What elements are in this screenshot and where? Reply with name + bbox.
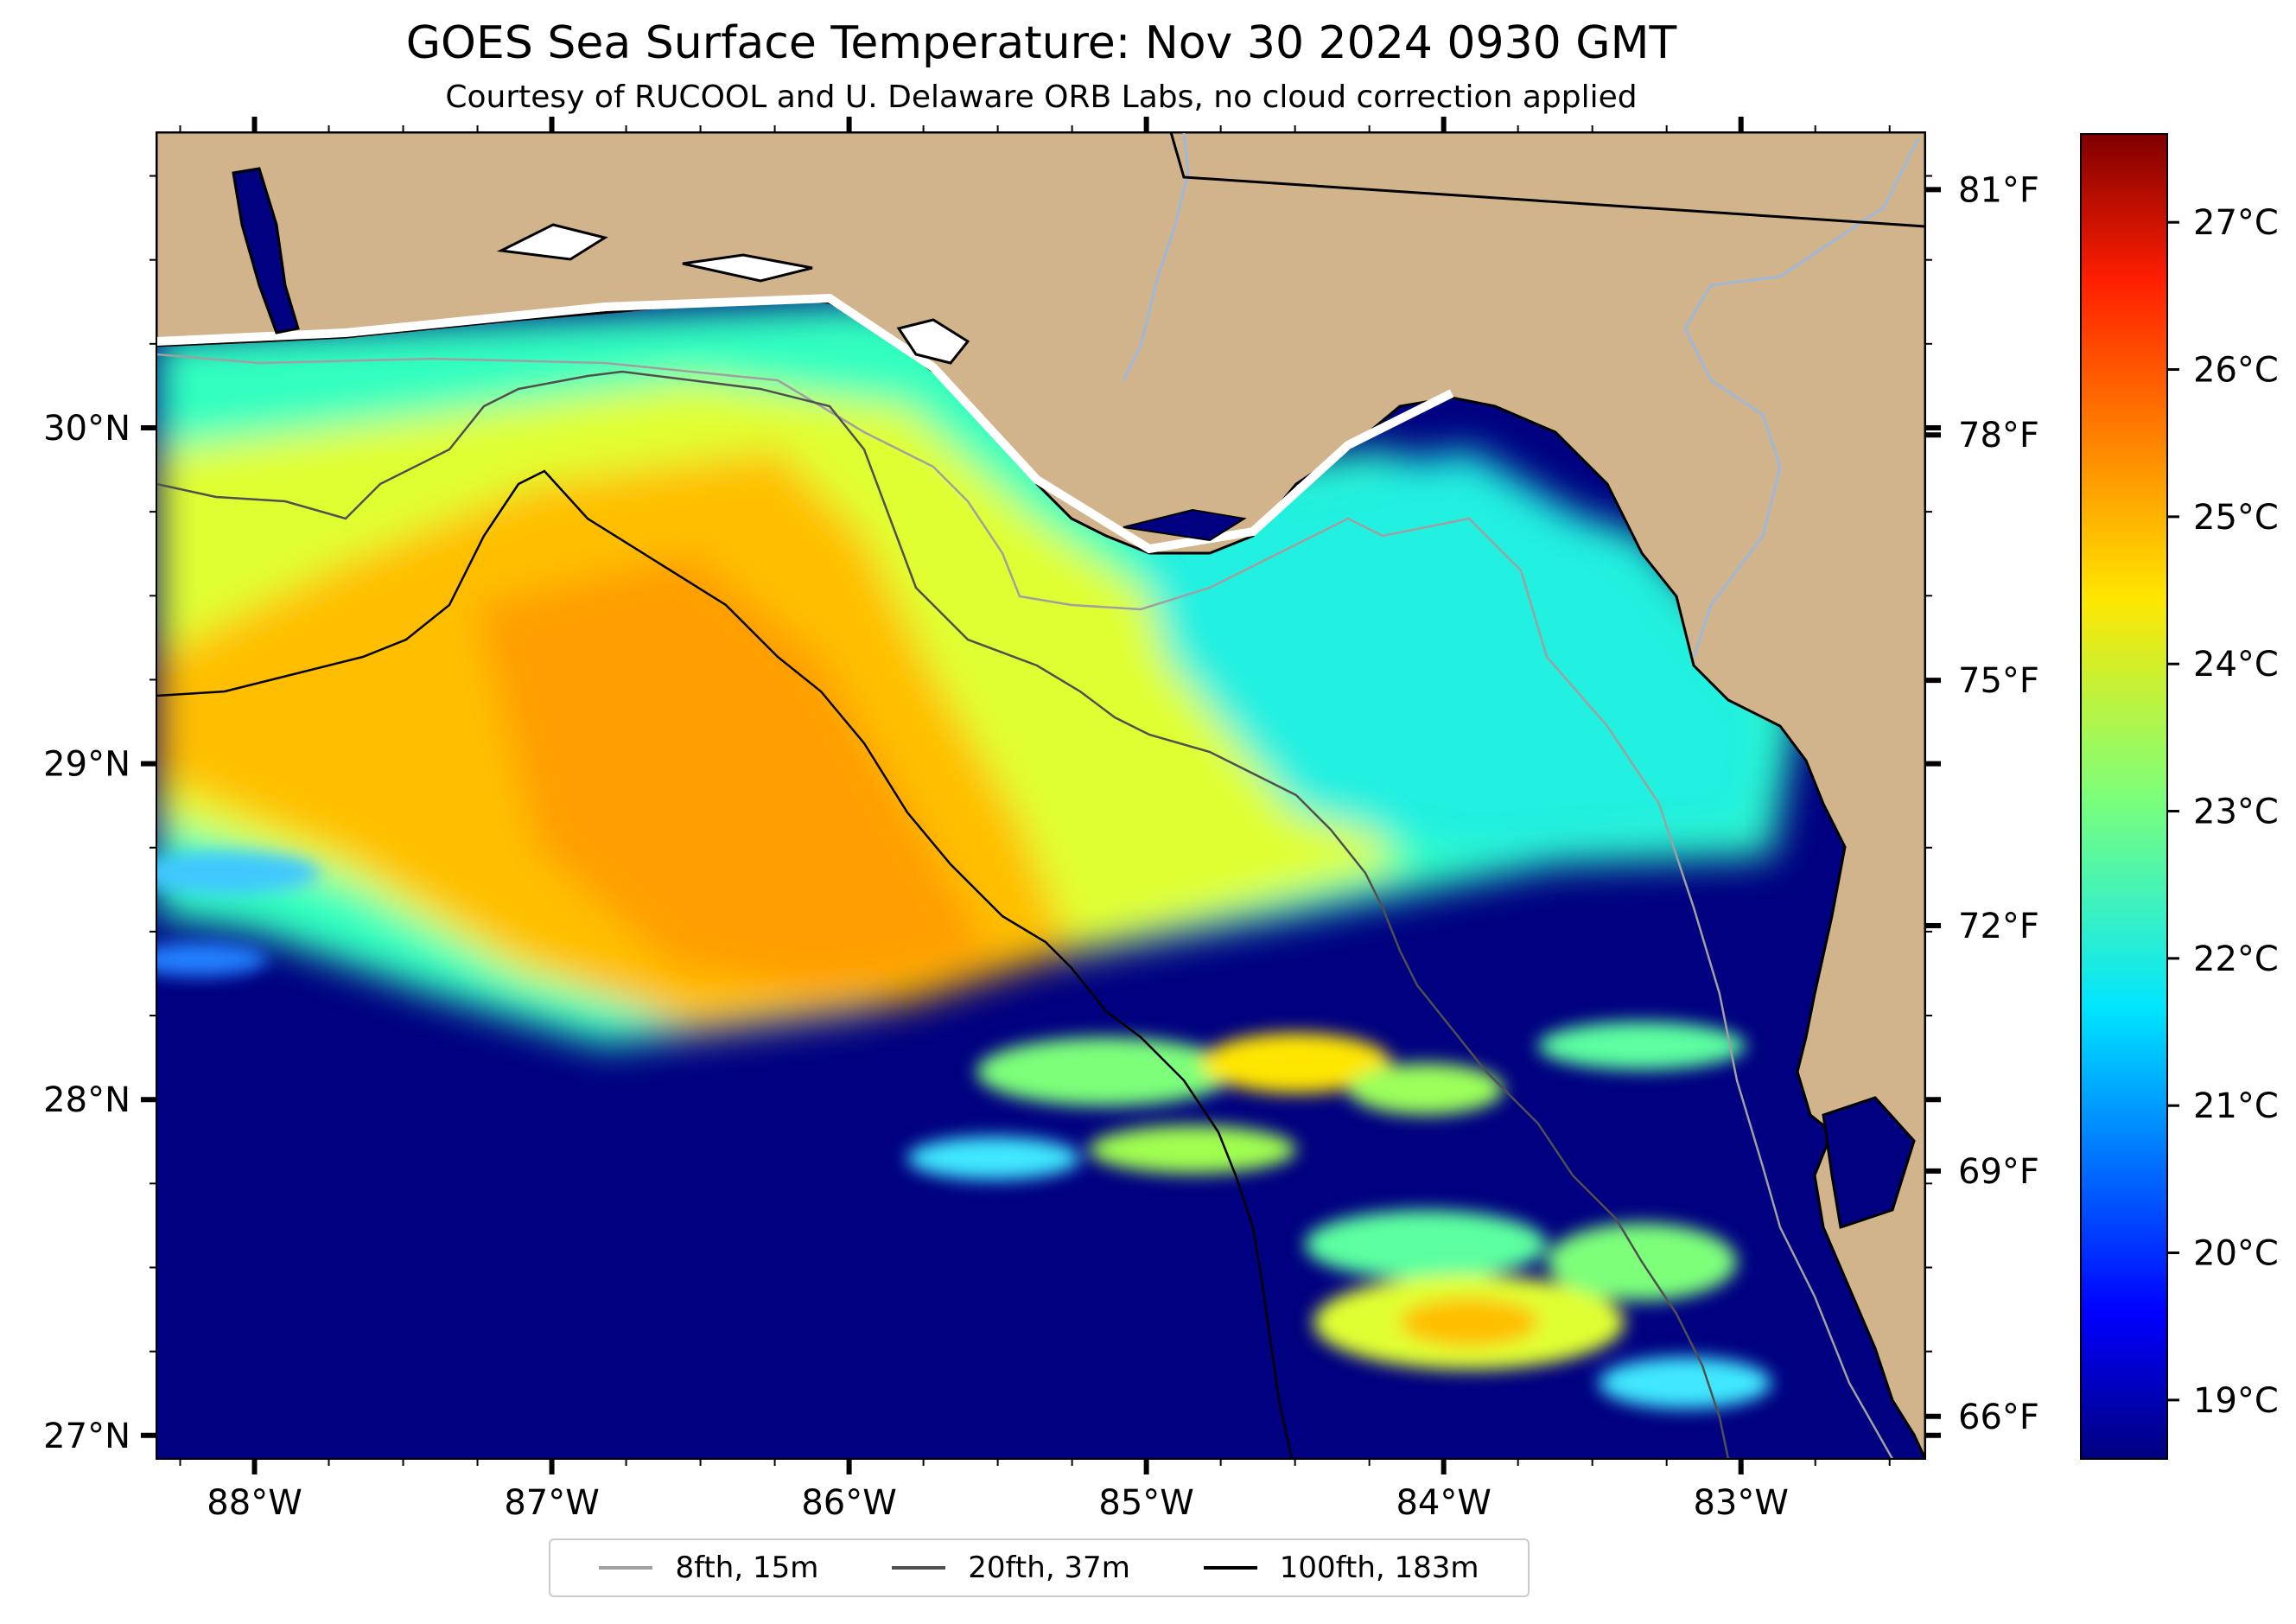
legend-label-100fth: 100fth, 183m — [1279, 1551, 1479, 1585]
colorbar-tick-label: 22°C — [2193, 939, 2279, 979]
lon-tick-label: 85°W — [1098, 1483, 1193, 1523]
legend-swatch-20fth — [892, 1566, 946, 1570]
legend-swatch-8fth — [599, 1566, 653, 1570]
map-subtitle: Courtesy of RUCOOL and U. Delaware ORB L… — [445, 80, 1638, 115]
map-frame — [156, 131, 1926, 1460]
isobath-100fth — [156, 469, 1294, 1459]
lon-tick-label: 83°W — [1693, 1483, 1788, 1523]
legend-label-8fth: 8fth, 15m — [675, 1551, 819, 1585]
river — [1122, 132, 1190, 381]
isobath-legend: 8fth, 15m 20fth, 37m 100fth, 183m — [549, 1538, 1530, 1597]
legend-label-20fth: 20fth, 37m — [968, 1551, 1130, 1585]
temp-f-tick-label: 78°F — [1958, 416, 2039, 455]
bay-inlet — [1123, 508, 1247, 542]
temp-f-tick-label: 81°F — [1958, 170, 2039, 210]
lat-tick-label: 29°N — [43, 745, 130, 785]
colorbar-tick-label: 19°C — [2193, 1381, 2279, 1421]
lat-tick-label: 27°N — [43, 1417, 130, 1456]
lat-tick-label: 30°N — [43, 409, 130, 449]
temp-f-tick-label: 69°F — [1958, 1152, 2039, 1192]
axis-ticks: 88°W 87°W 86°W 85°W 84°W 83°W 27°N 28°N 29°N 30°N… — [43, 117, 2279, 1523]
lon-tick-label: 88°W — [207, 1483, 302, 1523]
colorbar-tick-label: 21°C — [2193, 1086, 2279, 1126]
lon-tick-label: 84°W — [1396, 1483, 1491, 1523]
legend-item-100fth: 100fth, 183m — [1203, 1551, 1479, 1585]
bay-inlet — [496, 223, 608, 261]
legend-item-8fth: 8fth, 15m — [599, 1551, 818, 1585]
colorbar-tick-label: 26°C — [2193, 351, 2279, 391]
lon-tick-label: 87°W — [504, 1483, 599, 1523]
sst-field — [156, 303, 1797, 1046]
legend-item-20fth: 20fth, 37m — [892, 1551, 1130, 1585]
colorbar — [2080, 133, 2168, 1460]
colorbar-tick-label: 25°C — [2193, 498, 2279, 538]
lat-tick-label: 28°N — [43, 1080, 130, 1120]
river — [1683, 137, 1920, 658]
colorbar-tick-label: 20°C — [2193, 1234, 2279, 1274]
temp-f-tick-label: 75°F — [1958, 661, 2039, 701]
bay-inlet — [682, 253, 813, 283]
legend-swatch-100fth — [1203, 1566, 1257, 1570]
colorbar-tick-label: 24°C — [2193, 645, 2279, 685]
lon-tick-label: 86°W — [801, 1483, 896, 1523]
tampa-bay — [1822, 1096, 1916, 1229]
map-area — [156, 132, 1925, 1459]
temp-f-tick-label: 66°F — [1958, 1398, 2039, 1437]
mobile-bay — [232, 167, 300, 334]
sst-patches — [156, 851, 1771, 1409]
temp-f-tick-label: 72°F — [1958, 907, 2039, 946]
isobath-20fth — [156, 370, 1730, 1459]
colorbar-tick-label: 27°C — [2193, 203, 2279, 243]
colorbar-tick-label: 23°C — [2193, 793, 2279, 832]
no-data-edge — [156, 293, 1454, 554]
state-border — [1169, 132, 1925, 228]
map-title: GOES Sea Surface Temperature: Nov 30 202… — [405, 17, 1677, 69]
bay-inlet — [896, 318, 970, 365]
